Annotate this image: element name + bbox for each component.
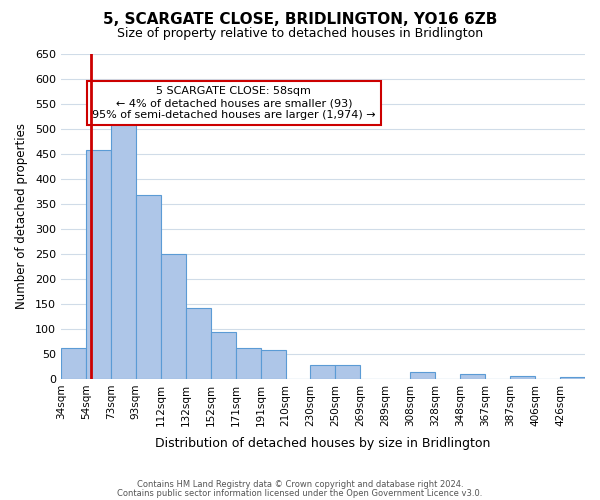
Bar	[260, 350, 286, 379]
Bar	[310, 366, 335, 379]
Bar	[186, 308, 211, 379]
Bar	[61, 348, 86, 379]
Bar	[111, 118, 136, 379]
Text: 5, SCARGATE CLOSE, BRIDLINGTON, YO16 6ZB: 5, SCARGATE CLOSE, BRIDLINGTON, YO16 6ZB	[103, 12, 497, 28]
Bar	[136, 195, 161, 379]
Y-axis label: Number of detached properties: Number of detached properties	[15, 124, 28, 310]
X-axis label: Distribution of detached houses by size in Bridlington: Distribution of detached houses by size …	[155, 437, 491, 450]
Bar	[560, 378, 585, 379]
Text: Contains HM Land Registry data © Crown copyright and database right 2024.: Contains HM Land Registry data © Crown c…	[137, 480, 463, 489]
Bar	[236, 348, 260, 379]
Bar	[211, 332, 236, 379]
Bar	[335, 365, 361, 379]
Bar	[410, 372, 435, 379]
Bar	[86, 150, 111, 379]
Bar	[510, 376, 535, 379]
Text: Size of property relative to detached houses in Bridlington: Size of property relative to detached ho…	[117, 28, 483, 40]
Text: 5 SCARGATE CLOSE: 58sqm
← 4% of detached houses are smaller (93)
95% of semi-det: 5 SCARGATE CLOSE: 58sqm ← 4% of detached…	[92, 86, 376, 120]
Text: Contains public sector information licensed under the Open Government Licence v3: Contains public sector information licen…	[118, 488, 482, 498]
Bar	[161, 254, 186, 379]
Bar	[460, 374, 485, 379]
